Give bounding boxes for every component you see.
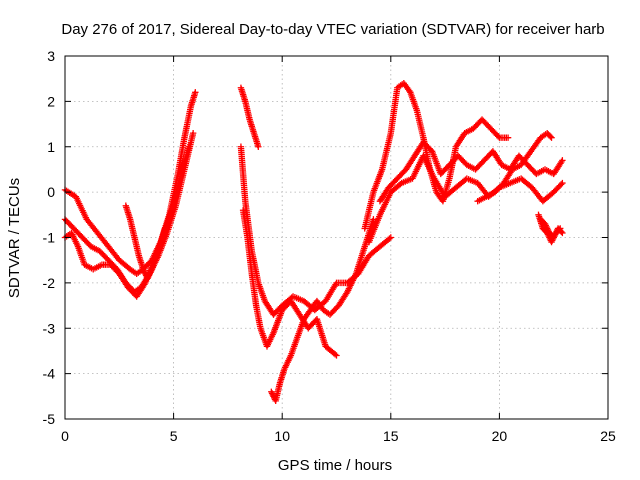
chart-title: Day 276 of 2017, Sidereal Day-to-day VTE… bbox=[61, 21, 604, 38]
point-track-b bbox=[189, 129, 197, 137]
x-tick-label: 10 bbox=[274, 428, 290, 444]
x-tick-label: 15 bbox=[383, 428, 399, 444]
point-track-j bbox=[559, 157, 566, 164]
point-track-k bbox=[557, 181, 565, 188]
point-track-i bbox=[494, 133, 502, 140]
point-track-e bbox=[255, 143, 262, 150]
y-axis-label: SDTVAR / TECUs bbox=[6, 178, 23, 298]
x-tick-label: 0 bbox=[61, 428, 69, 444]
point-track-g bbox=[331, 351, 339, 358]
x-tick-label: 5 bbox=[170, 428, 178, 444]
point-track-n bbox=[559, 229, 566, 237]
point-track-l bbox=[548, 134, 555, 141]
x-axis-label: GPS time / hours bbox=[278, 457, 392, 474]
point-track-n bbox=[558, 228, 565, 236]
x-tick-label: 20 bbox=[492, 428, 508, 444]
y-tick-label: -2 bbox=[43, 275, 56, 291]
point-track-l bbox=[547, 133, 554, 140]
y-tick-label: -4 bbox=[43, 366, 56, 382]
y-tick-label: -3 bbox=[43, 320, 56, 336]
point-track-g bbox=[333, 352, 340, 359]
point-track-d bbox=[161, 225, 169, 232]
y-tick-label: 3 bbox=[47, 48, 55, 64]
y-tick-label: 1 bbox=[47, 139, 55, 155]
y-tick-label: -1 bbox=[43, 230, 56, 246]
y-tick-label: 0 bbox=[47, 184, 55, 200]
point-track-f bbox=[386, 235, 393, 242]
y-tick-label: 2 bbox=[47, 93, 55, 109]
point-track-h bbox=[370, 216, 377, 223]
grid bbox=[65, 56, 608, 419]
x-tick-label: 25 bbox=[600, 428, 616, 444]
data-points bbox=[61, 80, 566, 405]
point-track-c bbox=[185, 143, 193, 150]
point-track-a bbox=[192, 89, 199, 96]
point-track-k bbox=[559, 179, 566, 187]
point-track-f bbox=[387, 234, 394, 241]
y-tick-label: -5 bbox=[43, 411, 56, 427]
axis-ticks: 0 5 10 15 20 25 -5 -4 -3 -2 -1 0 1 2 3 bbox=[43, 48, 616, 444]
point-track-i bbox=[504, 134, 512, 141]
